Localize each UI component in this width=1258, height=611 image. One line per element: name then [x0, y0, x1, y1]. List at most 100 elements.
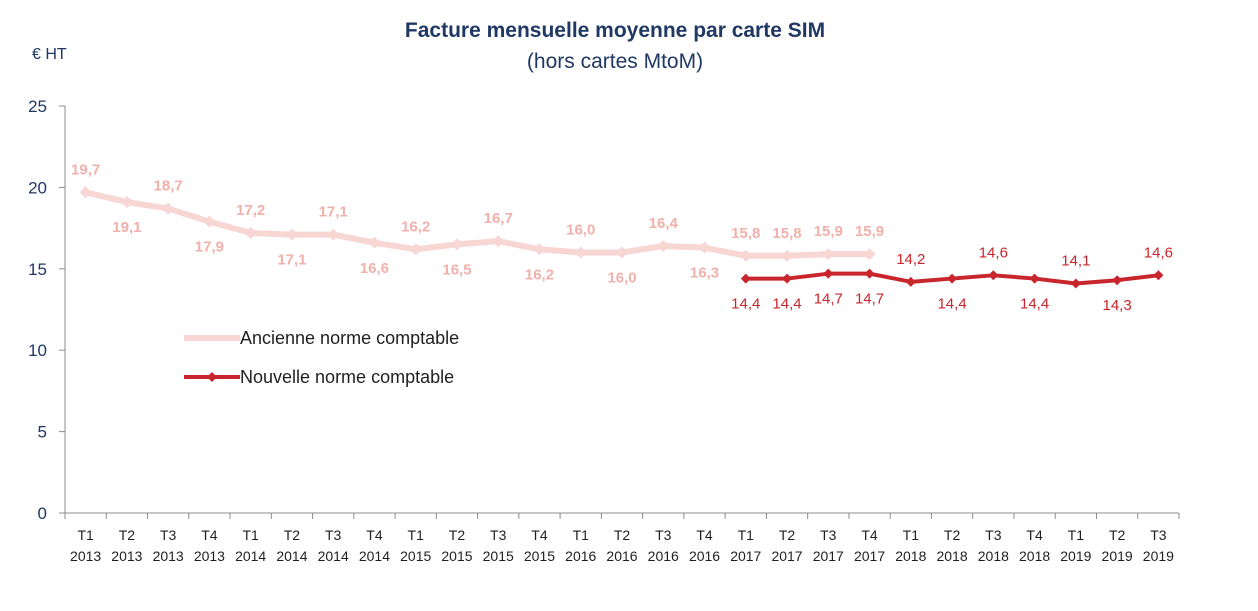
x-tick-label-year: 2018 — [1019, 548, 1050, 564]
data-point-marker — [822, 248, 835, 261]
x-tick-label-year: 2016 — [648, 548, 679, 564]
data-point-marker — [1070, 278, 1081, 289]
data-point-marker — [244, 226, 257, 239]
data-point-marker — [533, 243, 546, 256]
legend: Ancienne norme comptable Nouvelle norme … — [184, 328, 459, 387]
data-point-marker — [285, 228, 298, 241]
data-label: 18,7 — [154, 178, 183, 195]
data-label: 14,6 — [1144, 244, 1173, 261]
data-label: 16,2 — [401, 218, 430, 235]
data-point-marker — [739, 249, 752, 262]
data-point-marker — [1029, 273, 1040, 284]
x-tick-label-quarter: T3 — [655, 527, 672, 543]
data-point-marker — [492, 235, 505, 248]
data-point-marker — [782, 273, 793, 284]
x-tick-label-quarter: T4 — [531, 527, 548, 543]
data-point-marker — [947, 273, 958, 284]
chart-title: Facture mensuelle moyenne par carte SIM — [405, 19, 825, 42]
data-label: 14,4 — [731, 296, 760, 313]
y-tick-label: 10 — [28, 341, 47, 360]
x-tick-label-year: 2015 — [400, 548, 431, 564]
x-tick-label-year: 2013 — [70, 548, 101, 564]
y-tick-label: 20 — [28, 178, 47, 197]
data-label: 19,1 — [112, 219, 141, 236]
x-tick-label-year: 2014 — [359, 548, 390, 564]
y-axis-unit-label: € HT — [32, 46, 67, 63]
axes: 0 5 10 15 20 25 T1 2013 T2 2013 T3 2013 T4 2013 T1 2014… — [28, 97, 1180, 564]
data-label: 17,1 — [277, 252, 306, 269]
x-tick-label-year: 2016 — [565, 548, 596, 564]
x-tick-label-quarter: T3 — [820, 527, 837, 543]
x-tick-label-quarter: T3 — [325, 527, 342, 543]
x-tick-label-year: 2019 — [1143, 548, 1174, 564]
data-label: 16,2 — [525, 266, 554, 283]
x-tick-label-quarter: T1 — [738, 527, 755, 543]
y-tick-label: 15 — [28, 260, 47, 279]
x-tick-label-quarter: T1 — [408, 527, 425, 543]
x-tick-label-quarter: T2 — [284, 527, 301, 543]
data-point-marker — [698, 241, 711, 254]
series-ancienne-norme — [79, 186, 876, 262]
y-tick-label: 25 — [28, 97, 47, 116]
x-tick-label-quarter: T2 — [119, 527, 136, 543]
data-point-marker — [988, 270, 999, 281]
x-tick-label-year: 2013 — [194, 548, 225, 564]
x-tick-label-quarter: T2 — [944, 527, 961, 543]
x-tick-label-year: 2013 — [153, 548, 184, 564]
x-tick-label-quarter: T3 — [985, 527, 1002, 543]
data-point-marker — [327, 228, 340, 241]
data-point-marker — [203, 215, 216, 228]
data-label: 15,9 — [855, 223, 884, 240]
x-tick-label-year: 2015 — [483, 548, 514, 564]
data-label: 16,7 — [484, 210, 513, 227]
series-nouvelle-norme — [740, 268, 1164, 289]
data-point-marker — [368, 236, 381, 249]
x-tick-label-quarter: T1 — [77, 527, 94, 543]
x-tick-label-year: 2015 — [524, 548, 555, 564]
x-tick-label-year: 2018 — [978, 548, 1009, 564]
x-tick-label-year: 2018 — [895, 548, 926, 564]
x-tick-label-quarter: T2 — [614, 527, 631, 543]
x-tick-label-quarter: T3 — [1150, 527, 1167, 543]
data-point-marker — [781, 249, 794, 262]
x-tick-label-year: 2014 — [318, 548, 349, 564]
y-tick-label: 5 — [38, 423, 47, 442]
x-tick-label-year: 2016 — [689, 548, 720, 564]
data-label: 16,0 — [607, 270, 636, 287]
data-point-marker — [905, 276, 916, 287]
data-label: 14,4 — [937, 296, 966, 313]
x-tick-label-year: 2017 — [771, 548, 802, 564]
data-label: 14,7 — [814, 291, 843, 308]
data-label: 14,6 — [979, 244, 1008, 261]
data-label: 14,1 — [1061, 252, 1090, 269]
x-tick-label-year: 2016 — [606, 548, 637, 564]
data-label: 15,8 — [731, 225, 760, 242]
legend-marker-nouvelle — [207, 372, 217, 382]
x-tick-label-quarter: T2 — [779, 527, 796, 543]
data-label: 14,7 — [855, 291, 884, 308]
data-point-marker — [864, 268, 875, 279]
x-tick-label-quarter: T2 — [449, 527, 466, 543]
legend-label-ancienne: Ancienne norme comptable — [240, 328, 459, 348]
x-tick-label-year: 2017 — [730, 548, 761, 564]
data-point-marker — [863, 248, 876, 261]
x-tick-label-year: 2017 — [854, 548, 885, 564]
x-tick-label-quarter: T1 — [573, 527, 590, 543]
x-tick-label-quarter: T4 — [1026, 527, 1043, 543]
data-label: 14,4 — [1020, 296, 1049, 313]
x-tick-label-quarter: T4 — [861, 527, 878, 543]
x-tick-label-year: 2013 — [111, 548, 142, 564]
data-label: 17,2 — [236, 202, 265, 219]
x-tick-label-year: 2014 — [276, 548, 307, 564]
x-tick-label-quarter: T4 — [366, 527, 383, 543]
x-tick-label-quarter: T4 — [201, 527, 218, 543]
x-tick-label-quarter: T4 — [696, 527, 713, 543]
x-tick-label-quarter: T3 — [490, 527, 507, 543]
x-tick-label-quarter: T1 — [903, 527, 920, 543]
data-point-marker — [450, 238, 463, 251]
data-label: 14,3 — [1103, 297, 1132, 314]
data-point-marker — [409, 243, 422, 256]
data-point-marker — [162, 202, 175, 215]
data-point-marker — [740, 273, 751, 284]
data-label: 16,6 — [360, 260, 389, 277]
